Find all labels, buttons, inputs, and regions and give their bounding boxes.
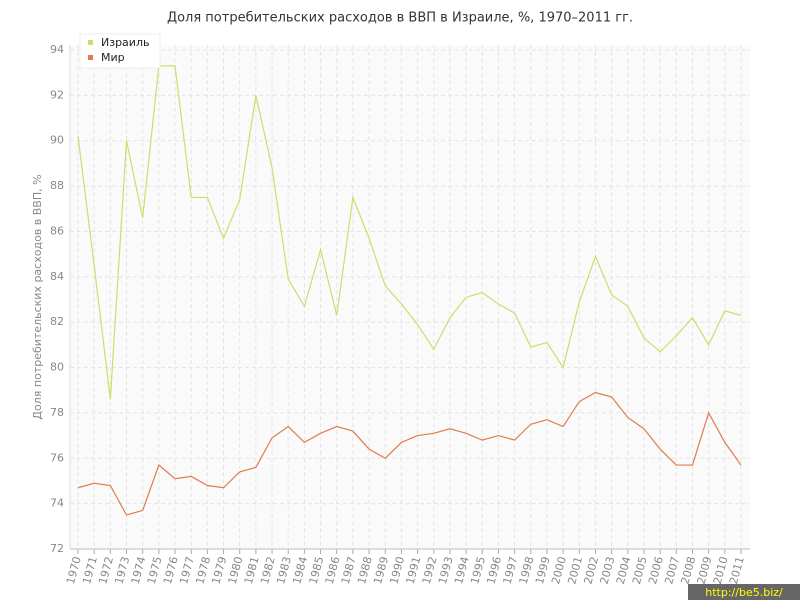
y-tick-label: 88 <box>50 179 64 192</box>
plot-area <box>70 45 750 549</box>
line-series <box>77 391 742 516</box>
y-tick-label: 74 <box>50 497 64 510</box>
chart-title: Доля потребительских расходов в ВВП в Из… <box>167 11 633 26</box>
y-tick-label: 92 <box>50 88 64 101</box>
y-tick-label: 90 <box>50 134 64 147</box>
legend-box <box>79 33 161 69</box>
legend-label: Израиль <box>101 36 149 49</box>
watermark-bg <box>688 584 800 600</box>
watermark: http://be5.biz/ <box>705 586 783 599</box>
y-tick-label: 82 <box>50 315 64 328</box>
line-series <box>77 65 742 400</box>
y-tick-label: 84 <box>50 270 64 283</box>
y-tick-label: 94 <box>50 43 64 56</box>
y-tick-label: 72 <box>50 542 64 555</box>
y-tick-label: 86 <box>50 224 64 237</box>
y-axis-label: Доля потребительских расходов в ВВП, % <box>31 174 44 419</box>
y-tick-label: 78 <box>50 406 64 419</box>
y-tick-label: 80 <box>50 361 64 374</box>
legend: Израиль Мир <box>79 33 161 69</box>
legend-swatch <box>88 40 93 45</box>
legend-swatch <box>88 55 93 60</box>
y-tick-label: 76 <box>50 451 64 464</box>
legend-label: Мир <box>101 51 125 64</box>
